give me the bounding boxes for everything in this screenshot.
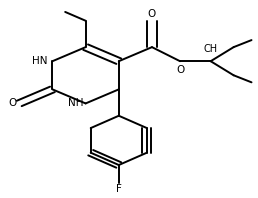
Text: F: F <box>116 184 122 194</box>
Text: HN: HN <box>32 56 47 66</box>
Text: CH: CH <box>204 44 218 54</box>
Text: O: O <box>9 98 17 109</box>
Text: NH: NH <box>68 98 83 109</box>
Text: O: O <box>148 9 156 19</box>
Text: O: O <box>176 65 184 75</box>
